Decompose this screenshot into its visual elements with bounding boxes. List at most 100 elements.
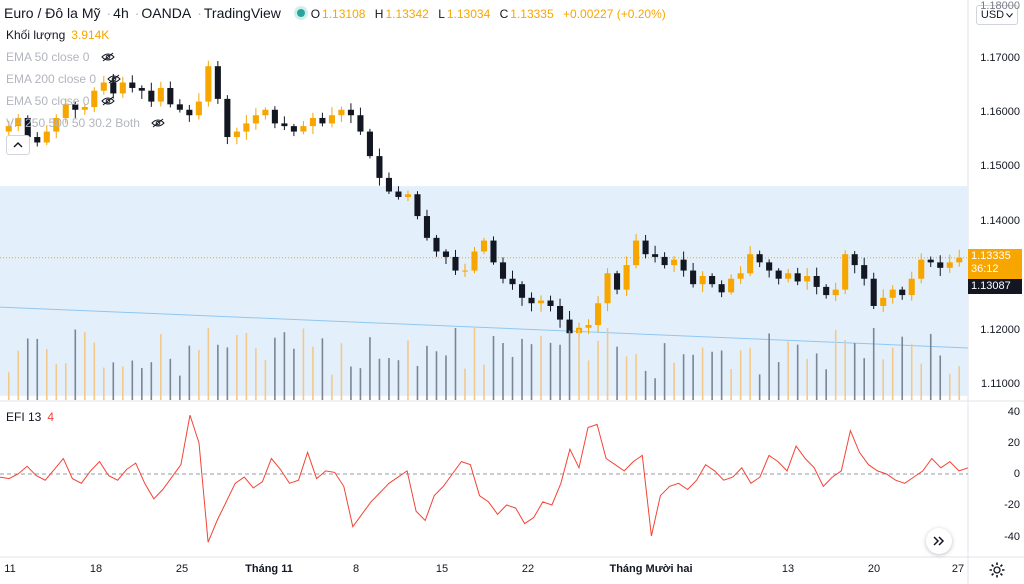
scroll-to-realtime-button[interactable]	[926, 528, 952, 554]
efi-tick: -20	[1004, 499, 1020, 511]
time-label: 20	[867, 563, 881, 575]
candle-body	[604, 273, 611, 304]
candle-body	[233, 131, 240, 138]
time-label-month: Tháng Mười hai	[609, 563, 693, 575]
candle-body	[53, 117, 60, 132]
eye-off-icon[interactable]	[101, 52, 115, 62]
candle-body	[404, 194, 412, 197]
volume-bar	[7, 372, 10, 400]
volume-bar	[188, 345, 191, 400]
volume-bar	[283, 332, 286, 400]
bar-countdown: 36:12	[971, 263, 999, 275]
candle-body	[119, 82, 126, 94]
candle-body	[861, 265, 868, 279]
volume-profile-legend[interactable]: VP 250 500 50 30.2 Both	[6, 116, 165, 130]
gear-icon[interactable]	[988, 561, 1006, 579]
candle-body	[480, 240, 488, 252]
price-tick: 1.15000	[980, 160, 1020, 172]
candle-body	[214, 66, 221, 99]
volume-bar	[530, 344, 533, 400]
candle-body	[433, 237, 440, 252]
volume-bar	[245, 332, 248, 400]
candle-body	[537, 300, 545, 304]
candle-body	[528, 297, 535, 304]
volume-bar	[207, 328, 210, 400]
candle-body	[518, 284, 526, 298]
volume-bar	[388, 358, 390, 400]
candle-body	[566, 319, 573, 334]
ema50-legend[interactable]: EMA 50 close 0	[6, 50, 115, 64]
candle-body	[633, 240, 640, 266]
candle-body	[642, 240, 649, 255]
candle-body	[110, 82, 117, 94]
volume-bar	[806, 358, 808, 400]
volume-bar	[815, 353, 818, 400]
candle-body	[471, 251, 478, 271]
candle-body	[785, 273, 792, 279]
candle-body	[766, 262, 773, 271]
candle-body	[671, 259, 678, 266]
volume-legend[interactable]: Khối lượng 3.914K	[6, 28, 110, 42]
volume-bar	[264, 360, 267, 400]
eye-off-icon[interactable]	[151, 118, 165, 128]
volume-bar	[559, 344, 561, 400]
candle-body	[300, 126, 307, 132]
candle-body	[709, 276, 716, 285]
volume-bar	[920, 363, 923, 400]
candle-body	[319, 117, 326, 124]
volume-bar	[597, 340, 599, 400]
volume-bar	[226, 347, 229, 400]
price-tick: 1.14000	[980, 215, 1020, 227]
volume-bar	[169, 358, 172, 400]
eye-off-icon[interactable]	[107, 74, 122, 84]
volume-bar	[901, 336, 904, 400]
symbol-legend[interactable]: Euro / Đô la Mỹ · 4h · OANDA · TradingView O 1.…	[4, 5, 674, 21]
candle-body	[490, 240, 497, 263]
efi-tick: -40	[1004, 531, 1020, 543]
volume-bar	[720, 350, 723, 400]
volume-bar	[787, 341, 789, 400]
candle-body	[547, 300, 554, 306]
candle-body	[747, 254, 754, 274]
volume-bar	[36, 338, 39, 400]
volume-bar	[635, 353, 637, 400]
candle-body	[395, 191, 402, 197]
ema200-legend[interactable]: EMA 200 close 0	[6, 72, 122, 86]
candle-body	[338, 109, 345, 116]
volume-bar	[606, 328, 609, 400]
volume-bar	[464, 368, 466, 400]
volume-bar	[359, 368, 362, 400]
collapse-legend-button[interactable]	[6, 135, 30, 155]
ema50b-legend[interactable]: EMA 50 close 0	[6, 94, 115, 108]
volume-bar	[435, 351, 438, 400]
currency-selector[interactable]: USD	[976, 5, 1018, 25]
price-change: +0.00227 (+0.20%)	[563, 7, 666, 21]
low-price-tag: 1.13087	[968, 279, 1022, 294]
volume-bar	[312, 346, 314, 400]
volume-bar	[682, 354, 685, 400]
double-chevron-right-icon	[933, 536, 945, 546]
price-tick: 1.17000	[980, 52, 1020, 64]
candle-body	[927, 259, 934, 263]
candle-body	[889, 289, 896, 298]
volume-bar	[758, 374, 761, 400]
candle-body	[699, 276, 706, 285]
volume-bar	[473, 328, 476, 400]
volume-bar	[511, 356, 514, 400]
volume-bar	[910, 343, 913, 400]
volume-bar	[416, 365, 419, 400]
candle-body	[737, 273, 744, 279]
eye-off-icon[interactable]	[101, 96, 115, 106]
chevron-up-icon	[13, 142, 23, 148]
efi-legend[interactable]: EFI 13 4	[6, 410, 55, 424]
volume-bar	[454, 328, 457, 400]
volume-bar	[217, 344, 219, 400]
efi-line	[0, 414, 969, 543]
efi-value: 4	[47, 410, 55, 424]
candle-body	[623, 265, 630, 290]
candle-body	[585, 325, 592, 328]
volume-bar	[701, 347, 704, 400]
candle-body	[899, 289, 906, 296]
volume-bar	[654, 378, 656, 400]
